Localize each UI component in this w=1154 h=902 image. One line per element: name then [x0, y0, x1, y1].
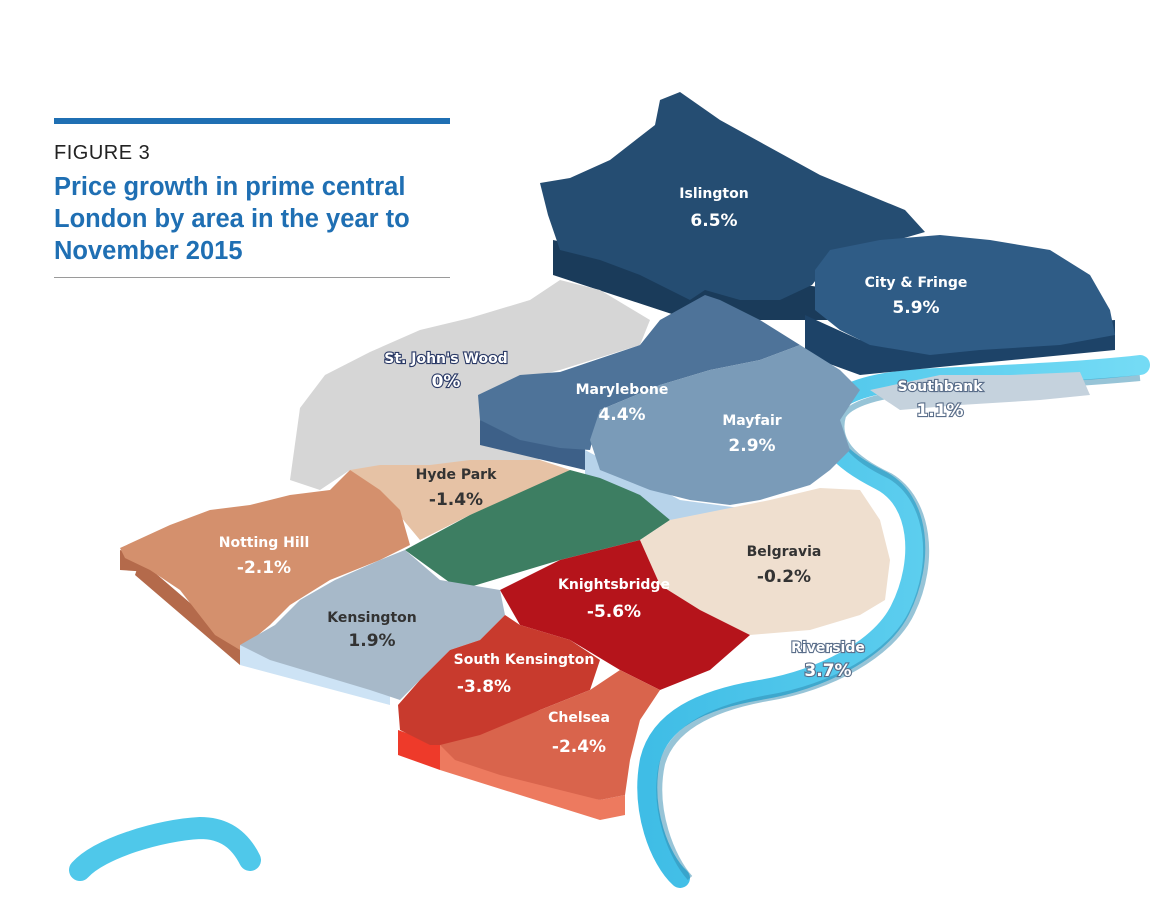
- label-southbank-name: Southbank: [897, 379, 983, 395]
- area-kensington[interactable]: [240, 550, 505, 705]
- label-knightsbridge-name: Knightsbridge: [558, 577, 670, 593]
- mayfair-shape[interactable]: [590, 345, 860, 505]
- label-notting-hill-value: -2.1%: [237, 558, 291, 578]
- label-mayfair-value: 2.9%: [728, 436, 775, 456]
- label-knightsbridge-value: -5.6%: [587, 602, 641, 622]
- label-belgravia-name: Belgravia: [747, 544, 822, 560]
- area-chelsea[interactable]: [440, 670, 660, 820]
- figure-title: Price growth in prime central London by …: [54, 173, 410, 265]
- chelsea-shape[interactable]: [440, 670, 660, 800]
- area-hyde-park[interactable]: [350, 460, 570, 540]
- map-labels: Islington 6.5% City & Fringe 5.9% St. Jo…: [219, 186, 985, 757]
- label-hyde-park-value: -1.4%: [429, 490, 483, 510]
- islington-shape[interactable]: [540, 92, 925, 300]
- figure-header: FIGURE 3 Price growth in prime central L…: [54, 118, 450, 278]
- label-riverside-value: 3.7%: [804, 661, 851, 681]
- area-islington[interactable]: [540, 92, 925, 320]
- label-islington-value: 6.5%: [690, 211, 737, 231]
- label-mayfair-name: Mayfair: [722, 413, 781, 429]
- knightsbridge-shape[interactable]: [500, 540, 750, 690]
- area-southbank[interactable]: [870, 372, 1090, 410]
- area-belgravia[interactable]: [640, 488, 890, 635]
- south-kensington-shape[interactable]: [398, 615, 600, 745]
- area-notting-hill[interactable]: [120, 470, 410, 665]
- label-riverside-name: Riverside: [791, 640, 865, 656]
- label-chelsea-value: -2.4%: [552, 737, 606, 757]
- belgravia-shape[interactable]: [640, 488, 890, 635]
- header-rule: [54, 118, 450, 124]
- label-southbank-value: 1.1%: [916, 401, 963, 421]
- label-islington-name: Islington: [679, 186, 748, 202]
- label-kensington-name: Kensington: [327, 610, 416, 626]
- st-johns-wood-shape[interactable]: [290, 280, 650, 490]
- river-thames-west: [69, 816, 261, 881]
- figure-label: FIGURE 3: [54, 142, 151, 164]
- park-green-strip: [405, 470, 670, 590]
- area-city-fringe[interactable]: [805, 235, 1115, 375]
- label-kensington-value: 1.9%: [348, 631, 395, 651]
- label-st-johns-wood-name: St. John's Wood: [384, 351, 507, 367]
- area-st-johns-wood[interactable]: [290, 280, 650, 490]
- hyde-park-shape[interactable]: [350, 460, 570, 540]
- area-south-kensington[interactable]: [398, 615, 600, 770]
- label-south-kensington-name: South Kensington: [454, 652, 595, 668]
- kensington-shape[interactable]: [240, 550, 505, 700]
- label-hyde-park-name: Hyde Park: [416, 467, 497, 483]
- area-knightsbridge[interactable]: [500, 540, 750, 690]
- label-notting-hill-name: Notting Hill: [219, 535, 310, 551]
- label-south-kensington-value: -3.8%: [457, 677, 511, 697]
- area-marylebone[interactable]: [478, 295, 800, 470]
- notting-hill-shape[interactable]: [120, 470, 410, 650]
- marylebone-shape[interactable]: [478, 295, 800, 450]
- label-chelsea-name: Chelsea: [548, 710, 610, 726]
- label-marylebone-value: 4.4%: [598, 405, 645, 425]
- header-divider: [54, 277, 450, 278]
- label-city-fringe-value: 5.9%: [892, 298, 939, 318]
- city-fringe-shape[interactable]: [815, 235, 1115, 355]
- label-city-fringe-name: City & Fringe: [865, 275, 968, 291]
- southbank-shape[interactable]: [870, 372, 1090, 410]
- label-marylebone-name: Marylebone: [576, 382, 669, 398]
- label-st-johns-wood-value: 0%: [432, 372, 461, 392]
- label-belgravia-value: -0.2%: [757, 567, 811, 587]
